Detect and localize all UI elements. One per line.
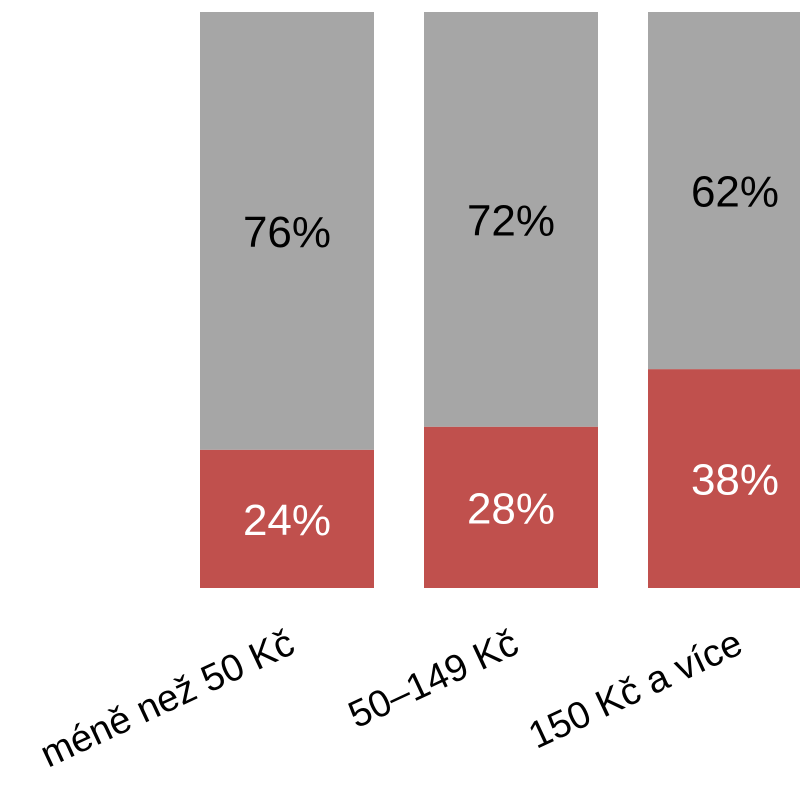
category-label-3: 150 Kč a více — [522, 622, 748, 757]
bar-segment-grey-3 — [648, 12, 800, 370]
data-label-red-3: 38% — [691, 456, 779, 505]
data-label-red-2: 28% — [467, 484, 555, 533]
bar-segment-grey-1 — [200, 12, 374, 450]
bar-segment-red-1 — [200, 449, 374, 588]
bar-labels-group: 24% 76% 28% 72% 38% 62% — [243, 168, 779, 545]
data-label-grey-2: 72% — [467, 196, 555, 245]
data-label-red-1: 24% — [243, 496, 331, 545]
category-label-2: 50–149 Kč — [342, 622, 524, 737]
bars-group — [200, 12, 800, 588]
category-label-1: méně než 50 Kč — [34, 622, 301, 776]
bar-segment-red-2 — [424, 426, 598, 588]
data-label-grey-3: 62% — [691, 168, 779, 217]
bar-segment-grey-2 — [424, 12, 598, 427]
bar-segment-red-3 — [648, 369, 800, 588]
data-label-grey-1: 76% — [243, 208, 331, 257]
